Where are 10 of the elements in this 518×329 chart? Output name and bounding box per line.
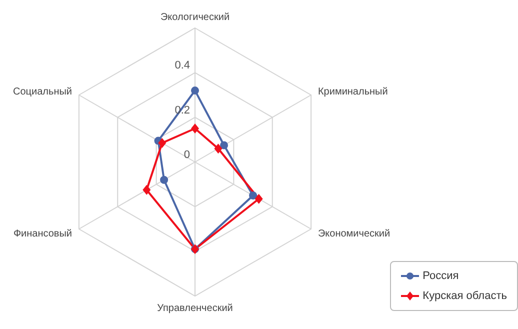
legend-label: Курская область	[422, 290, 507, 302]
spoke-label: Финансовый	[13, 228, 72, 240]
spoke-label: Социальный	[13, 86, 72, 98]
spoke-label: Криминальный	[318, 86, 388, 98]
spoke-label: Экологический	[160, 12, 230, 23]
spoke-label: Управленческий	[157, 303, 233, 314]
y-tick-label: 0	[184, 149, 190, 161]
y-tick-label: 0.4	[174, 60, 190, 72]
spoke-label: Экономический	[318, 228, 390, 240]
legend-label: Россия	[422, 270, 459, 282]
